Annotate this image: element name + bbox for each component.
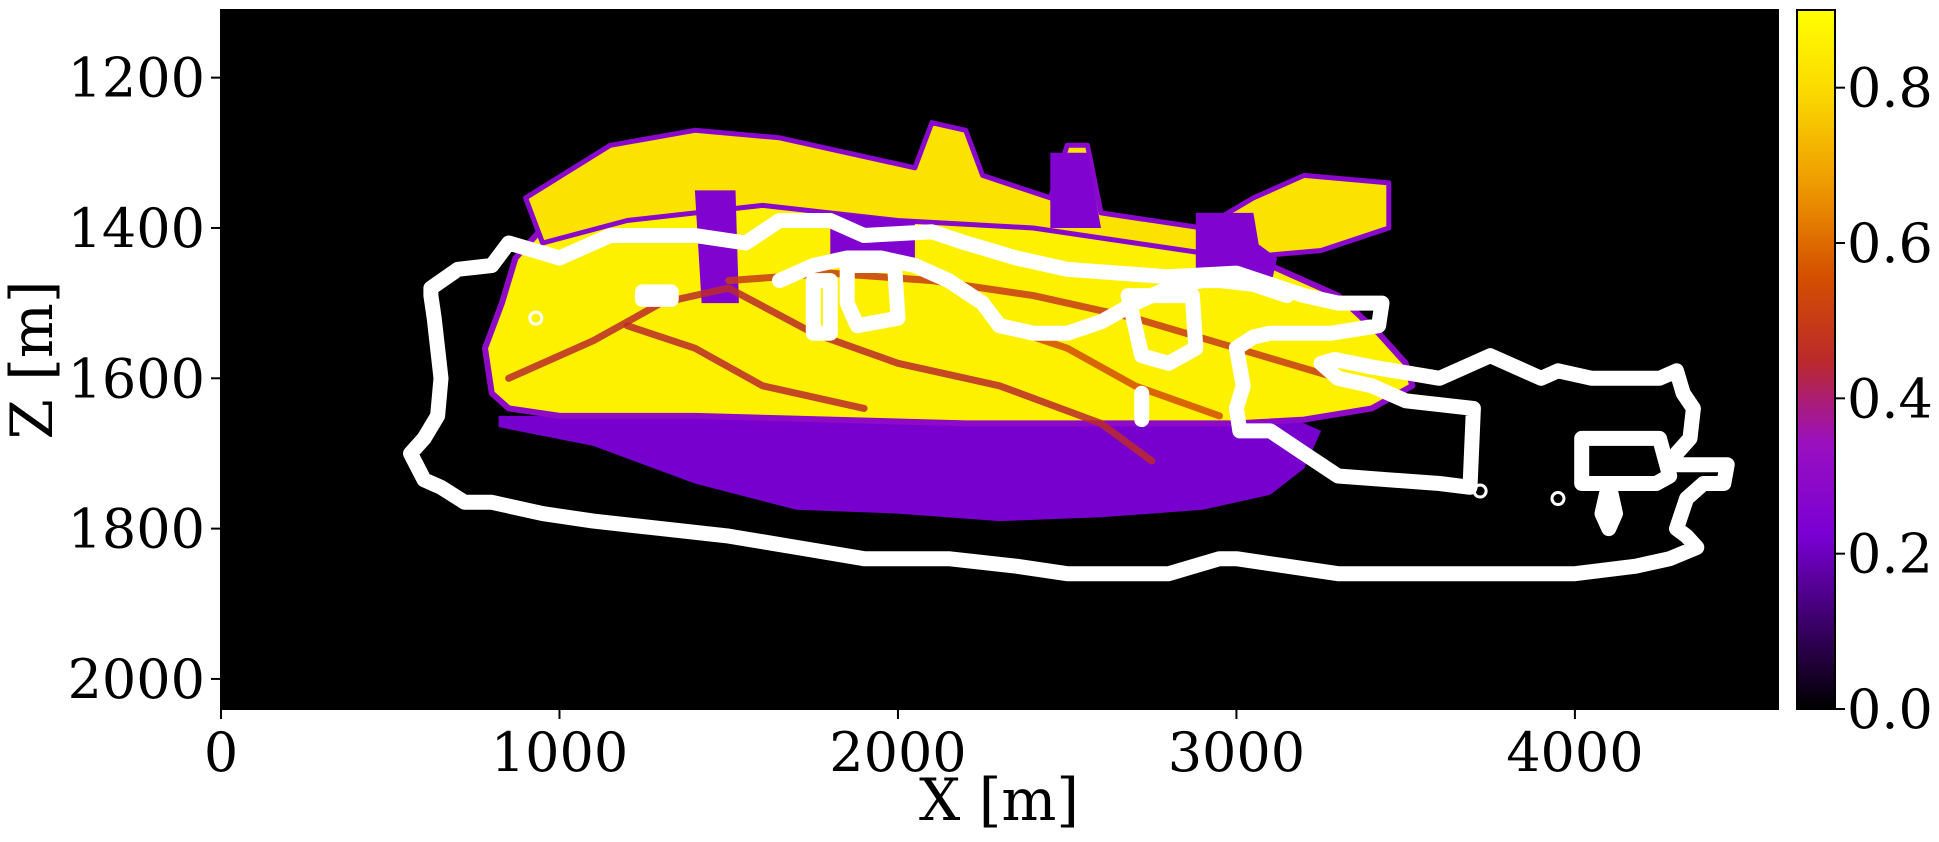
contour-circle-0 (528, 310, 544, 326)
y-tick-label-4: 2000 (68, 648, 205, 711)
x-tick-label-2: 2000 (829, 721, 966, 784)
colorbar-tick-label-1: 0.2 (1847, 523, 1933, 586)
contour-line-8 (634, 284, 679, 307)
contour-line-6 (1574, 430, 1678, 491)
x-tick-label-4: 4000 (1506, 721, 1643, 784)
contour-circle-1 (1472, 483, 1488, 499)
y-axis-label: Z [m] (0, 281, 66, 440)
x-axis-label: X [m] (919, 766, 1079, 834)
contour-line-4 (1120, 288, 1204, 371)
contour-line-3 (839, 258, 906, 334)
y-tick-label-1: 1400 (68, 197, 205, 260)
colorbar-tick-label-2: 0.4 (1847, 367, 1933, 430)
region-purple-pocket-2 (1050, 152, 1101, 228)
colorbar-axis: 0.0 0.2 0.4 0.6 0.8 (1835, 57, 1933, 741)
y-axis: 1200 1400 1600 1800 2000 (68, 47, 221, 711)
colorbar-tick-label-4: 0.8 (1847, 57, 1933, 120)
y-tick-label-2: 1600 (68, 347, 205, 410)
contour-circle-2 (1550, 491, 1566, 507)
region-purple-pocket-3 (1195, 212, 1264, 274)
x-tick-label-1: 1000 (491, 721, 628, 784)
contour-line-7 (1594, 476, 1623, 537)
y-tick-label-3: 1800 (68, 498, 205, 561)
contour-line-2 (805, 273, 838, 341)
y-tick-label-0: 1200 (68, 47, 205, 110)
colorbar-tick-label-0: 0.0 (1847, 678, 1933, 741)
contour-line-0 (403, 213, 1735, 582)
contour-lines (403, 213, 1735, 582)
colorbar (1796, 9, 1836, 710)
plot-frame (220, 9, 1779, 710)
colorbar-tick-label-3: 0.6 (1847, 212, 1933, 275)
x-tick-label-0: 0 (204, 721, 238, 784)
region-dark-streak-2 (623, 322, 868, 412)
region-purple-pocket-0 (694, 190, 739, 304)
x-axis: 0 1000 2000 3000 4000 (204, 709, 1644, 784)
x-tick-label-3: 3000 (1168, 721, 1305, 784)
